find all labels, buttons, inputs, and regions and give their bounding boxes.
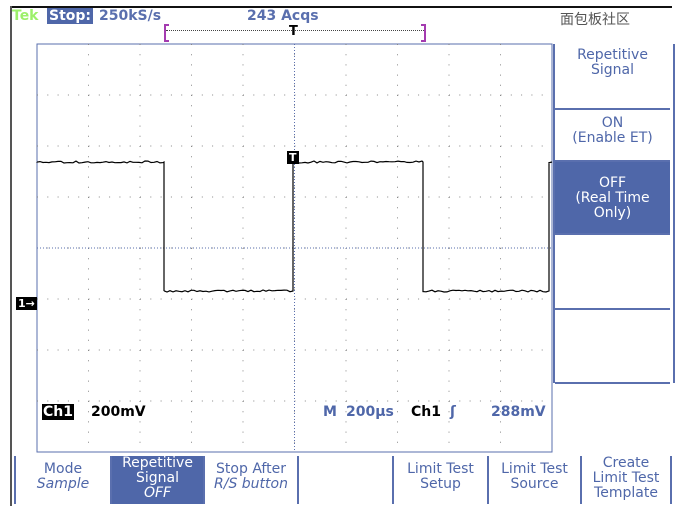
side-menu-off-button[interactable]: OFF (Real Time Only) — [555, 160, 670, 233]
button-label: Limit Test — [489, 462, 580, 477]
side-menu-bottom — [555, 382, 670, 384]
timebase-label: M — [323, 404, 337, 420]
button-label: Limit Test — [394, 462, 487, 477]
trigger-source: Ch1 — [411, 404, 441, 420]
side-menu-title-line: Signal — [555, 63, 670, 78]
button-label: Mode — [16, 462, 110, 477]
button-label: Template — [582, 486, 670, 501]
button-label: Signal — [112, 471, 203, 486]
button-value: OFF — [112, 486, 203, 501]
side-menu-title-line: Repetitive — [555, 48, 670, 63]
volts-per-div: 200mV — [91, 404, 146, 420]
off-label: OFF — [555, 176, 670, 191]
button-label: Setup — [394, 477, 487, 492]
channel1-ground-marker[interactable]: 1→ — [16, 297, 37, 310]
on-sublabel: (Enable ET) — [555, 131, 670, 146]
button-label: Limit Test — [582, 471, 670, 486]
rising-edge-icon: ʃ — [450, 404, 456, 420]
watermark: 面包板社区 — [560, 12, 630, 28]
bottom-button-create-limit-template[interactable]: Create Limit Test Template — [580, 456, 672, 504]
side-menu-empty-button[interactable] — [555, 308, 670, 382]
bottom-button-mode[interactable]: Mode Sample — [14, 456, 110, 504]
button-label: Repetitive — [112, 456, 203, 471]
off-sublabel: (Real Time — [555, 191, 670, 206]
bottom-button-empty[interactable] — [297, 456, 392, 504]
side-menu-empty-button[interactable] — [555, 233, 670, 308]
channel-label: Ch1 — [42, 404, 74, 420]
trigger-level: 288mV — [491, 404, 546, 420]
off-sublabel: Only) — [555, 206, 670, 221]
bottom-button-stop-after[interactable]: Stop After R/S button — [203, 456, 297, 504]
button-label: Stop After — [205, 462, 297, 477]
time-per-div: 200µs — [346, 404, 394, 420]
button-value: Sample — [16, 477, 110, 492]
button-label: Create — [582, 456, 670, 471]
button-label: Source — [489, 477, 580, 492]
bottom-button-limit-test-setup[interactable]: Limit Test Setup — [392, 456, 487, 504]
side-menu-on-button[interactable]: ON (Enable ET) — [555, 108, 670, 160]
trigger-marker: T — [287, 151, 299, 164]
bottom-button-repetitive-signal[interactable]: Repetitive Signal OFF — [110, 456, 203, 504]
side-menu-title: Repetitive Signal — [555, 44, 670, 108]
bottom-button-limit-test-source[interactable]: Limit Test Source — [487, 456, 580, 504]
button-value: R/S button — [205, 477, 297, 492]
on-label: ON — [555, 116, 670, 131]
